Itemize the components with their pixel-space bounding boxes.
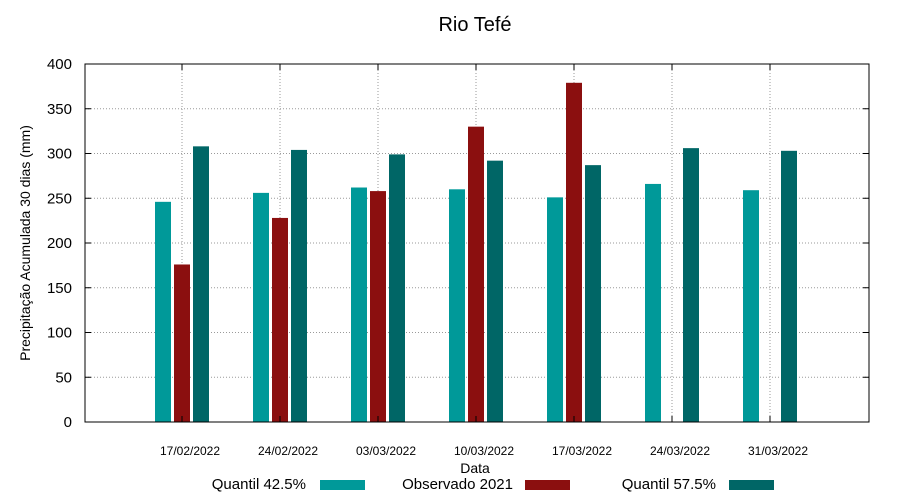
bar [585, 165, 601, 422]
legend-label: Quantil 57.5% [622, 476, 716, 493]
x-tick-label: 24/02/2022 [258, 444, 318, 458]
bars [155, 82, 797, 423]
y-tick-label: 150 [47, 280, 72, 297]
legend: Quantil 42.5% Observado 2021 Quantil 57.5% [212, 476, 774, 493]
legend-label: Quantil 42.5% [212, 476, 306, 493]
bar [193, 146, 209, 422]
legend-swatch [525, 480, 570, 490]
y-axis-ticks: 0 50 100 150 200 250 300 350 400 [47, 56, 869, 431]
x-tick-label: 10/03/2022 [454, 444, 514, 458]
bar [645, 183, 661, 422]
bar [449, 189, 465, 422]
legend-swatch [320, 480, 365, 490]
bar [370, 191, 386, 422]
y-axis-label: Precipitação Acumulada 30 dias (mm) [17, 125, 33, 361]
x-tick-label: 03/03/2022 [356, 444, 416, 458]
bar [389, 154, 405, 422]
bar [781, 150, 797, 422]
legend-swatch [729, 480, 774, 490]
x-tick-label: 31/03/2022 [748, 444, 808, 458]
y-tick-label: 400 [47, 56, 72, 73]
bar [743, 190, 759, 422]
bar [468, 126, 484, 423]
x-axis-ticks: 17/02/2022 24/02/2022 03/03/2022 10/03/2022… [160, 64, 808, 458]
bar [351, 187, 367, 422]
y-tick-label: 300 [47, 146, 72, 163]
y-tick-label: 350 [47, 101, 72, 118]
bar [547, 197, 563, 422]
legend-label: Observado 2021 [402, 476, 513, 493]
x-tick-label: 24/03/2022 [650, 444, 710, 458]
bar [566, 82, 582, 423]
bar [683, 148, 699, 422]
y-tick-label: 0 [64, 414, 72, 431]
x-tick-label: 17/03/2022 [552, 444, 612, 458]
y-tick-label: 250 [47, 190, 72, 207]
x-axis-label: Data [460, 460, 490, 476]
bar [487, 160, 503, 422]
bar [272, 217, 288, 422]
bar [174, 264, 190, 422]
bar [291, 149, 307, 423]
chart-title: Rio Tefé [438, 14, 511, 36]
bar [155, 201, 171, 422]
y-tick-label: 100 [47, 325, 72, 342]
y-tick-label: 200 [47, 235, 72, 252]
y-tick-label: 50 [55, 369, 72, 386]
x-tick-label: 17/02/2022 [160, 444, 220, 458]
bar [253, 192, 269, 422]
